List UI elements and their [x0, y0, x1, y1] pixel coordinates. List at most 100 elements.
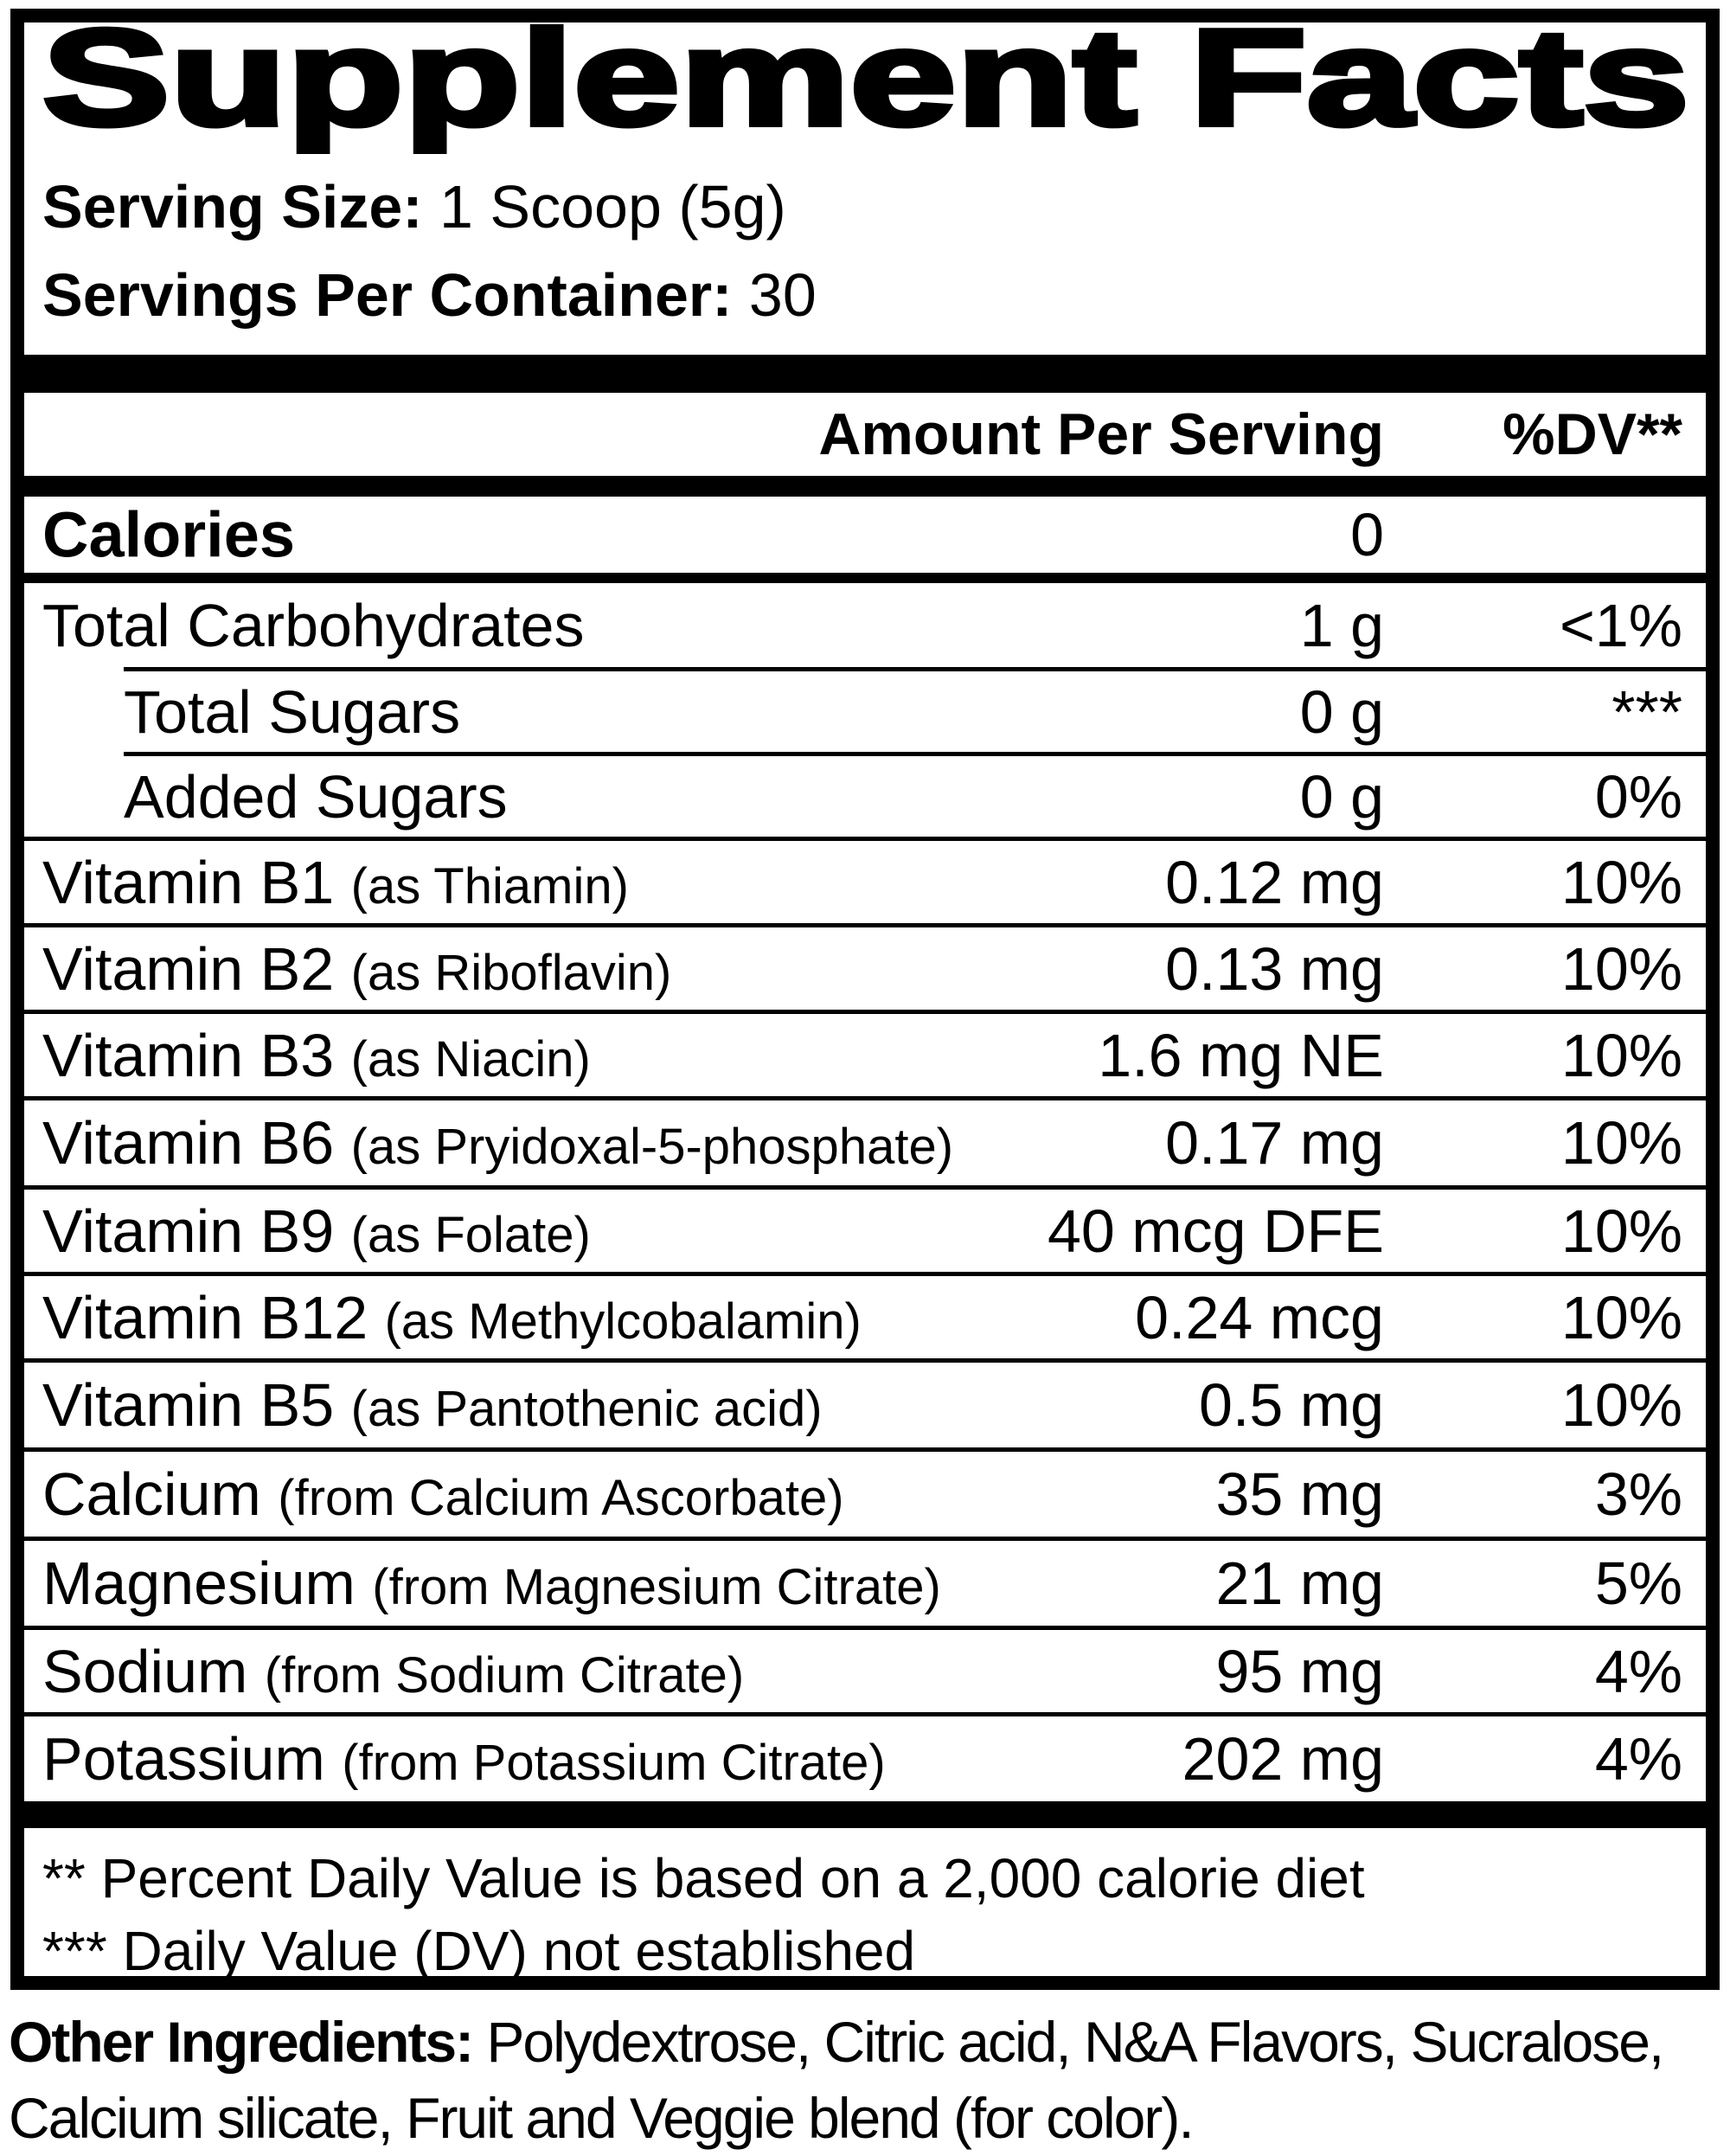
- servings-per-container-row: Servings Per Container: 30: [42, 260, 1706, 330]
- nutrient-row-total-carbohydrates: Total Carbohydrates 1 g <1%: [24, 583, 1706, 667]
- nutrient-detail: (from Calcium Ascorbate): [278, 1470, 844, 1526]
- nutrient-detail: (as Pryidoxal-5-phosphate): [350, 1119, 954, 1175]
- nutrient-row-total-sugars: Total Sugars 0 g ***: [24, 671, 1706, 752]
- nutrient-name: Vitamin B2: [42, 934, 335, 1003]
- nutrient-row-vitamin-b9: Vitamin B9 (as Folate) 40 mcg DFE 10%: [24, 1190, 1706, 1272]
- row-divider: [24, 1272, 1706, 1276]
- row-divider: [124, 667, 1706, 671]
- nutrient-amount: 95 mg: [1215, 1637, 1384, 1705]
- nutrient-detail: (from Sodium Citrate): [264, 1646, 745, 1704]
- thick-divider-top: [24, 355, 1706, 393]
- row-divider: [24, 1010, 1706, 1014]
- servings-per-container-value: 30: [748, 261, 817, 329]
- nutrient-row-vitamin-b5: Vitamin B5 (as Pantothenic acid) 0.5 mg …: [24, 1363, 1706, 1447]
- nutrient-amount: 0 g: [1299, 677, 1384, 746]
- medium-divider-header: [24, 476, 1706, 497]
- nutrient-dv: 10%: [1560, 1197, 1682, 1265]
- nutrient-detail: (as Pantothenic acid): [350, 1381, 823, 1437]
- nutrient-dv: 4%: [1594, 1725, 1682, 1793]
- other-ingredients-text: Polydextrose, Citric acid, N&A Flavors, …: [9, 2010, 1664, 2150]
- nutrient-dv: 10%: [1560, 934, 1682, 1003]
- nutrient-detail: (as Niacin): [350, 1030, 591, 1088]
- nutrient-row-vitamin-b1: Vitamin B1 (as Thiamin) 0.12 mg 10%: [24, 841, 1706, 923]
- row-divider: [24, 1626, 1706, 1630]
- nutrient-dv: ***: [1611, 677, 1682, 746]
- nutrient-detail: (from Magnesium Citrate): [372, 1559, 941, 1615]
- supplement-facts-panel: Supplement Facts Serving Size: 1 Scoop (…: [10, 9, 1720, 1990]
- nutrient-detail: (as Riboflavin): [350, 944, 672, 1001]
- nutrient-name: Vitamin B3: [42, 1021, 335, 1089]
- footnote-not-established: *** Daily Value (DV) not established: [42, 1920, 916, 1982]
- nutrient-name: Vitamin B1: [42, 848, 335, 916]
- nutrient-amount: 0.13 mg: [1165, 934, 1384, 1003]
- nutrient-name: Vitamin B6: [42, 1109, 335, 1177]
- nutrient-detail: (as Folate): [350, 1206, 591, 1263]
- label-title: Supplement Facts: [42, 24, 1692, 154]
- nutrient-dv: 5%: [1594, 1550, 1682, 1617]
- nutrient-amount: 0.12 mg: [1165, 848, 1384, 916]
- nutrient-amount: 0.24 mcg: [1135, 1283, 1384, 1351]
- row-divider: [24, 1537, 1706, 1541]
- row-divider: [24, 1096, 1706, 1100]
- nutrient-amount: 1.6 mg NE: [1098, 1021, 1384, 1089]
- nutrient-amount: 21 mg: [1215, 1550, 1384, 1617]
- nutrient-name: Total Carbohydrates: [42, 591, 585, 659]
- serving-size-row: Serving Size: 1 Scoop (5g): [42, 171, 1706, 242]
- nutrient-row-potassium: Potassium (from Potassium Citrate) 202 m…: [24, 1716, 1706, 1801]
- nutrient-amount: 202 mg: [1182, 1725, 1384, 1793]
- nutrient-row-magnesium: Magnesium (from Magnesium Citrate) 21 mg…: [24, 1541, 1706, 1626]
- row-divider: [124, 752, 1706, 756]
- nutrient-row-calories: Calories 0: [24, 497, 1706, 573]
- servings-per-container-label: Servings Per Container:: [42, 261, 733, 329]
- nutrient-name: Calcium: [42, 1460, 261, 1528]
- nutrient-detail: (from Potassium Citrate): [342, 1735, 886, 1791]
- row-divider: [24, 923, 1706, 927]
- nutrient-name: Vitamin B5: [42, 1371, 335, 1439]
- nutrient-row-sodium: Sodium (from Sodium Citrate) 95 mg 4%: [24, 1630, 1706, 1712]
- nutrient-name: Magnesium: [42, 1550, 356, 1617]
- thick-divider-bottom: [24, 1801, 1706, 1828]
- nutrient-detail: (as Methylcobalamin): [384, 1293, 862, 1350]
- nutrient-dv: 10%: [1560, 1283, 1682, 1351]
- row-divider: [24, 573, 1706, 583]
- nutrient-row-calcium: Calcium (from Calcium Ascorbate) 35 mg 3…: [24, 1452, 1706, 1537]
- nutrient-row-added-sugars: Added Sugars 0 g 0%: [24, 756, 1706, 837]
- row-divider: [24, 1185, 1706, 1190]
- nutrient-name: Vitamin B12: [42, 1283, 368, 1351]
- serving-size-label: Serving Size:: [42, 173, 423, 241]
- nutrient-amount: 40 mcg DFE: [1048, 1197, 1384, 1265]
- amount-column-header: Amount Per Serving: [818, 401, 1384, 467]
- nutrient-name: Added Sugars: [124, 762, 508, 831]
- nutrient-row-vitamin-b2: Vitamin B2 (as Riboflavin) 0.13 mg 10%: [24, 927, 1706, 1010]
- nutrient-row-vitamin-b6: Vitamin B6 (as Pryidoxal-5-phosphate) 0.…: [24, 1100, 1706, 1185]
- nutrient-name: Sodium: [42, 1637, 248, 1705]
- nutrient-dv: 10%: [1560, 1109, 1682, 1177]
- nutrient-name: Vitamin B9: [42, 1197, 335, 1265]
- nutrient-amount: 0.17 mg: [1165, 1109, 1384, 1177]
- other-ingredients: Other Ingredients: Polydextrose, Citric …: [0, 2004, 1730, 2156]
- row-divider: [24, 837, 1706, 841]
- row-divider: [24, 1712, 1706, 1716]
- label-title-text: Supplement Facts: [42, 24, 1689, 154]
- nutrient-amount: 0: [1350, 501, 1384, 568]
- column-header-row: Amount Per Serving %DV**: [24, 393, 1706, 476]
- dv-column-header: %DV**: [1503, 401, 1682, 467]
- nutrient-dv: 3%: [1594, 1460, 1682, 1528]
- nutrient-row-vitamin-b3: Vitamin B3 (as Niacin) 1.6 mg NE 10%: [24, 1014, 1706, 1096]
- row-divider: [24, 1447, 1706, 1452]
- nutrient-dv: 10%: [1560, 1021, 1682, 1089]
- footnote-daily-value: ** Percent Daily Value is based on a 2,0…: [42, 1847, 1365, 1909]
- nutrient-dv: 10%: [1560, 848, 1682, 916]
- other-ingredients-label: Other Ingredients:: [9, 2010, 474, 2074]
- nutrient-amount: 0 g: [1299, 762, 1384, 831]
- nutrient-amount: 35 mg: [1215, 1460, 1384, 1528]
- serving-size-value: 1 Scoop (5g): [439, 173, 786, 241]
- nutrient-name: Calories: [42, 498, 296, 571]
- nutrient-amount: 0.5 mg: [1199, 1371, 1384, 1439]
- nutrient-dv: <1%: [1559, 591, 1682, 659]
- nutrient-dv: 0%: [1594, 762, 1682, 831]
- nutrient-dv: 10%: [1560, 1371, 1682, 1439]
- footnotes: ** Percent Daily Value is based on a 2,0…: [42, 1842, 1682, 1987]
- row-divider: [24, 1358, 1706, 1363]
